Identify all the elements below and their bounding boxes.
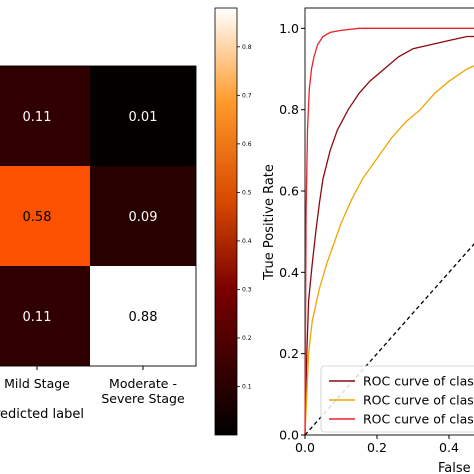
heatmap-x-tick-label: Mild Stage bbox=[4, 376, 70, 391]
legend-label: ROC curve of clas bbox=[363, 393, 474, 408]
colorbar-tick-label: 0.2 bbox=[242, 335, 252, 342]
legend-label: ROC curve of clas bbox=[363, 412, 474, 427]
heatmap-frame bbox=[0, 65, 197, 367]
roc-curve bbox=[304, 27, 474, 436]
colorbar-tick-label: 0.3 bbox=[242, 286, 252, 293]
heatmap-cell-value: 0.11 bbox=[23, 110, 52, 125]
roc-y-tick-label: 0.4 bbox=[279, 265, 299, 280]
roc-curve bbox=[304, 65, 474, 436]
heatmap-cell-value: 0.58 bbox=[23, 210, 52, 225]
roc-plot bbox=[304, 7, 474, 436]
roc-y-tick-label: 1.0 bbox=[279, 21, 299, 36]
roc-y-axis-label: True Positive Rate bbox=[262, 164, 277, 281]
roc-y-tick-label: 0.8 bbox=[279, 102, 299, 117]
heatmap-x-tick-label: Severe Stage bbox=[101, 391, 185, 406]
roc-y-tick-label: 0.2 bbox=[279, 346, 299, 361]
roc-plot-frame bbox=[304, 7, 474, 436]
roc-x-axis-label: False bbox=[438, 461, 471, 474]
colorbar bbox=[214, 7, 238, 436]
heatmap-cell bbox=[90, 66, 196, 166]
heatmap-cell-value: 0.88 bbox=[129, 310, 158, 325]
roc-curve bbox=[304, 35, 474, 436]
heatmap-cell-value: 0.01 bbox=[129, 110, 158, 125]
heatmap-cell bbox=[90, 166, 196, 266]
roc-x-tick-label: 0.0 bbox=[295, 440, 315, 455]
colorbar-tick-label: 0.5 bbox=[242, 189, 252, 196]
colorbar-tick-label: 0.4 bbox=[242, 238, 252, 245]
heatmap-cell bbox=[0, 166, 90, 266]
confusion-matrix-x-axis-label: redicted label bbox=[0, 407, 84, 422]
roc-y-tick-label: 0.0 bbox=[279, 428, 299, 443]
heatmap-cell bbox=[0, 266, 90, 366]
confusion-matrix: 0.11 0.01 0.58 0.09 0.11 0.88 bbox=[0, 65, 197, 367]
colorbar-tick-label: 0.8 bbox=[242, 44, 252, 51]
colorbar-ticks: 0.1 0.2 0.3 0.4 0.5 0.6 0.7 0.8 bbox=[237, 44, 252, 390]
legend-box bbox=[320, 365, 474, 433]
heatmap-x-tick-label: Moderate - bbox=[109, 376, 177, 391]
roc-legend: ROC curve of clas ROC curve of clas ROC cu… bbox=[320, 365, 474, 433]
roc-y-tick-label: 0.6 bbox=[279, 184, 299, 199]
confusion-matrix-x-tick-labels: Mild Stage Moderate -Severe Stage bbox=[4, 366, 185, 406]
colorbar-tick-label: 0.7 bbox=[242, 92, 252, 99]
heatmap-cell bbox=[0, 66, 90, 166]
heatmap-cell bbox=[90, 266, 196, 366]
roc-ticks: 0.0 0.2 0.4 0.6 0.8 1.0 0.0 0.2 0.4 bbox=[279, 21, 459, 455]
heatmap-cell-value: 0.09 bbox=[129, 210, 158, 225]
colorbar-tick-label: 0.1 bbox=[242, 383, 252, 390]
colorbar-tick-label: 0.6 bbox=[242, 141, 252, 148]
roc-x-tick-label: 0.2 bbox=[367, 440, 387, 455]
roc-x-tick-label: 0.4 bbox=[439, 440, 459, 455]
heatmap-cell-value: 0.11 bbox=[23, 310, 52, 325]
legend-label: ROC curve of clas bbox=[363, 374, 474, 389]
